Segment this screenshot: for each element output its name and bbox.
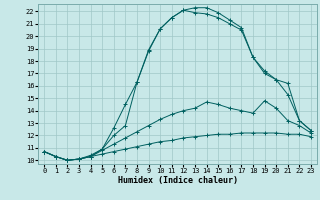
X-axis label: Humidex (Indice chaleur): Humidex (Indice chaleur) — [118, 176, 238, 185]
